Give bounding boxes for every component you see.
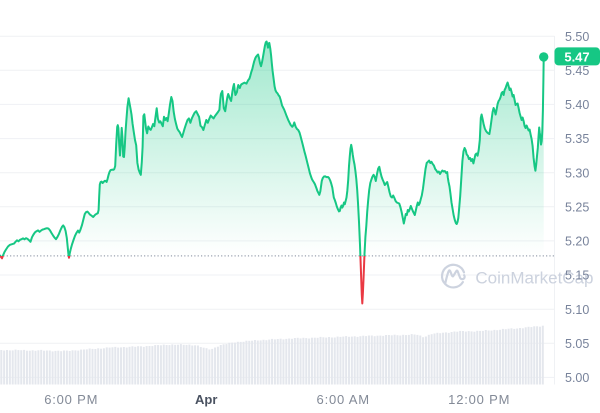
svg-text:5.45: 5.45 — [565, 64, 589, 78]
svg-text:5.47: 5.47 — [564, 49, 589, 64]
svg-text:5.40: 5.40 — [565, 98, 589, 112]
svg-text:5.15: 5.15 — [565, 269, 589, 283]
svg-text:6:00 AM: 6:00 AM — [317, 392, 370, 407]
svg-text:5.25: 5.25 — [565, 200, 589, 214]
svg-text:5.00: 5.00 — [565, 371, 589, 385]
svg-text:5.10: 5.10 — [565, 303, 589, 317]
svg-text:5.05: 5.05 — [565, 337, 589, 351]
svg-text:12:00 PM: 12:00 PM — [448, 392, 510, 407]
svg-text:Apr: Apr — [195, 392, 217, 407]
svg-text:5.30: 5.30 — [565, 166, 589, 180]
svg-text:CoinMarketCap: CoinMarketCap — [475, 268, 593, 287]
svg-text:5.20: 5.20 — [565, 235, 589, 249]
svg-text:5.35: 5.35 — [565, 132, 589, 146]
svg-text:5.50: 5.50 — [565, 30, 589, 44]
svg-text:6:00 PM: 6:00 PM — [44, 392, 98, 407]
